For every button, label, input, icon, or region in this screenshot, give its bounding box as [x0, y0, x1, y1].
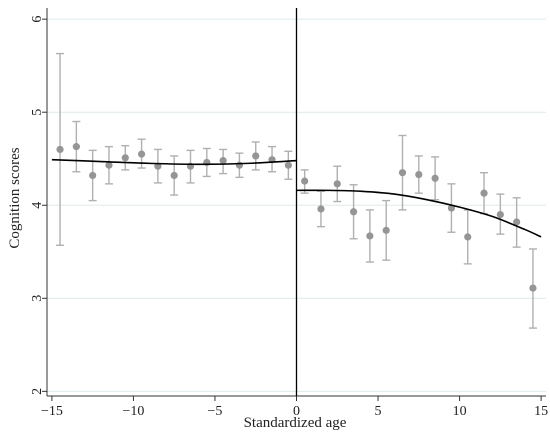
y-axis-label: Cognition scores — [7, 147, 23, 248]
binned-mean-point-26 — [464, 233, 472, 241]
binned-mean-point-21 — [382, 226, 390, 234]
x-tick-label--5: −5 — [208, 404, 223, 419]
binned-mean-point-2 — [72, 143, 80, 151]
binned-mean-point-5 — [121, 154, 129, 162]
binned-mean-point-27 — [480, 189, 488, 197]
y-tick-label-2: 2 — [30, 388, 45, 395]
tick-labels: 2 3 4 5 6 −15 −10 −5 0 5 10 15 — [30, 16, 548, 419]
x-tick-label-10: 10 — [453, 404, 467, 419]
binned-mean-point-22 — [398, 169, 407, 177]
x-axis-label: Standardized age — [244, 415, 347, 431]
fit-line-right — [296, 189, 542, 238]
binned-mean-point-20 — [366, 232, 374, 240]
binned-mean-point-11 — [219, 156, 227, 165]
binned-mean-point-23 — [415, 170, 423, 179]
binned-mean-point-29 — [513, 218, 521, 226]
binned-mean-point-16 — [301, 177, 309, 185]
x-tick-label--10: −10 — [122, 404, 144, 419]
x-tick-label-0: 0 — [293, 404, 300, 419]
y-tick-label-4: 4 — [30, 202, 45, 209]
y-tick-label-3: 3 — [30, 295, 45, 302]
x-tick-label-15: 15 — [534, 404, 548, 419]
binned-mean-point-15 — [284, 161, 292, 169]
binned-mean-point-28 — [496, 210, 504, 219]
binned-mean-point-17 — [317, 205, 325, 213]
x-tick-label--15: −15 — [41, 404, 63, 419]
binned-mean-point-12 — [235, 161, 244, 169]
binned-mean-point-30 — [529, 284, 537, 292]
binned-means — [56, 143, 537, 292]
binned-mean-point-3 — [89, 171, 97, 180]
fit-line-left — [51, 158, 297, 166]
binned-mean-point-8 — [170, 171, 178, 180]
binned-mean-point-18 — [333, 180, 341, 188]
binned-mean-point-4 — [105, 161, 113, 169]
y-tick-label-5: 5 — [30, 109, 45, 116]
binned-mean-point-13 — [252, 152, 260, 160]
fitted-lines — [51, 158, 542, 238]
x-tick-label-5: 5 — [375, 404, 382, 419]
binned-mean-point-24 — [431, 174, 439, 182]
axes — [42, 8, 546, 401]
y-tick-label-6: 6 — [30, 16, 45, 23]
binned-mean-point-6 — [137, 150, 146, 158]
binned-mean-point-1 — [56, 145, 64, 154]
binned-mean-point-19 — [349, 208, 358, 216]
